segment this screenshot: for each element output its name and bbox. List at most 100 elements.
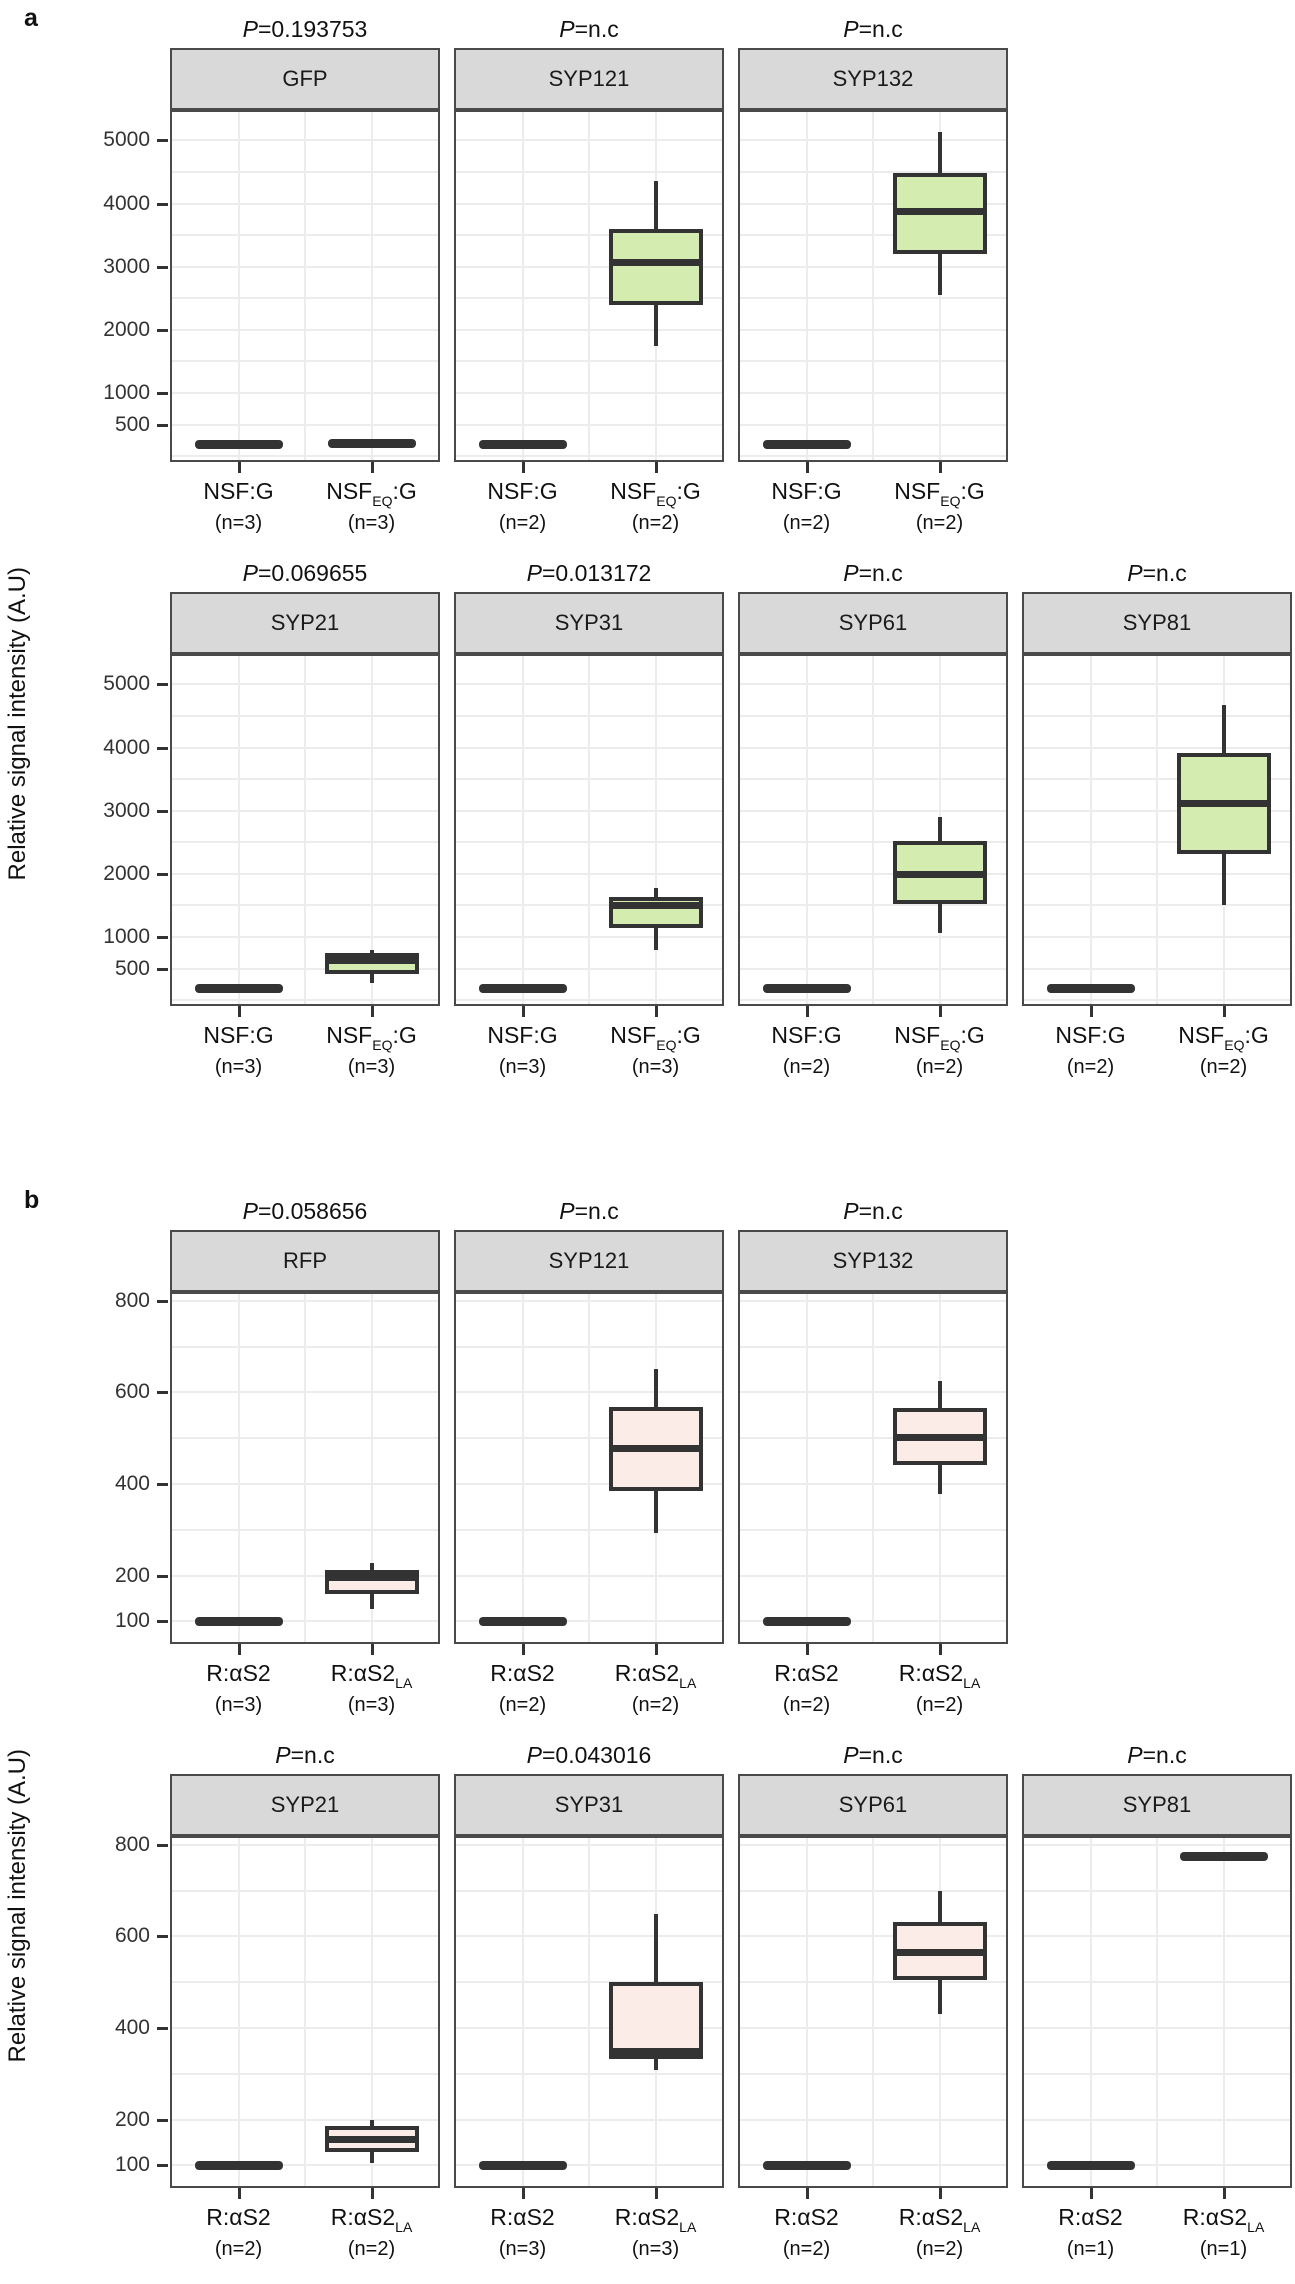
- boxplot-lower-whisker: [653, 927, 658, 951]
- strip-header: SYP21: [170, 592, 440, 654]
- x-tick-mark: [654, 462, 658, 473]
- sample-size-label: (n=3): [347, 512, 396, 534]
- y-tick-mark: [157, 392, 168, 396]
- gridline-vertical: [370, 112, 373, 460]
- gridline-vertical: [237, 1838, 240, 2186]
- p-value-label: P=0.043016: [526, 1742, 652, 1768]
- boxplot-box: [608, 896, 703, 928]
- boxplot-collapsed-line: [762, 440, 851, 450]
- x-tick-mark: [938, 1644, 942, 1655]
- y-tick-mark: [157, 2118, 168, 2122]
- x-category-label: NSF:G: [487, 1022, 558, 1048]
- x-category-label: NSFEQ:G: [326, 1022, 417, 1053]
- boxplot-collapsed-line: [194, 984, 283, 994]
- boxplot-lower-whisker: [653, 1490, 658, 1534]
- panel-letter-b: b: [24, 1186, 40, 1214]
- gridline-vertical: [872, 112, 874, 460]
- strip-title: RFP: [283, 1248, 327, 1273]
- strip-header: SYP81: [1022, 1774, 1292, 1836]
- strip-title: SYP132: [832, 1248, 914, 1273]
- gridline-vertical: [1089, 656, 1092, 1004]
- sample-size-label: (n=2): [915, 1694, 964, 1716]
- plot-area: [454, 110, 724, 462]
- strip-title: SYP132: [832, 66, 914, 91]
- y-tick-label: 500: [114, 956, 150, 980]
- x-tick-mark: [654, 1644, 658, 1655]
- sample-size-label: (n=2): [782, 2238, 831, 2260]
- x-category-label: NSFEQ:G: [610, 1022, 701, 1053]
- y-tick-mark: [157, 1935, 168, 1939]
- y-tick-mark: [157, 1620, 168, 1624]
- boxplot-upper-whisker: [1221, 704, 1226, 753]
- facet-syp121: P=n.c SYP121 R:αS2 (n=2) R:αS2LA (n=2): [454, 1196, 724, 1740]
- strip-header: SYP121: [454, 1230, 724, 1292]
- boxplot-lower-whisker: [653, 304, 658, 346]
- boxplot-lower-whisker: [369, 2151, 374, 2163]
- y-tick-label: 1000: [103, 381, 150, 405]
- panel-letter-a: a: [24, 4, 38, 32]
- sample-size-label: (n=2): [631, 512, 680, 534]
- sample-size-label: (n=2): [214, 2238, 263, 2260]
- p-value-label: P=n.c: [1127, 1742, 1187, 1768]
- facet-syp31: P=0.013172 SYP31 NSF:G (n=3) NSFEQ:G (n=3): [454, 558, 724, 1102]
- x-tick-mark: [370, 1006, 374, 1017]
- gridline-vertical: [521, 656, 524, 1004]
- boxplot-upper-whisker: [653, 887, 658, 897]
- boxplot-lower-whisker: [937, 904, 942, 934]
- y-tick-label: 800: [114, 1832, 150, 1856]
- facet-syp132: P=n.c SYP132 R:αS2 (n=2) R:αS2LA (n=2): [738, 1196, 1008, 1740]
- gridline-vertical: [805, 112, 808, 460]
- boxplot-lower-whisker: [937, 1464, 942, 1495]
- strip-header: RFP: [170, 1230, 440, 1292]
- boxplot-collapsed-line: [762, 1617, 851, 1627]
- facet-syp31: P=0.043016 SYP31 R:αS2 (n=3) R:αS2LA (n=3): [454, 1740, 724, 2284]
- facet-syp61: P=n.c SYP61 NSF:G (n=2) NSFEQ:G (n=2): [738, 558, 1008, 1102]
- p-value-label: P=n.c: [559, 16, 619, 42]
- boxplot-median: [608, 2047, 703, 2055]
- y-tick-mark: [157, 139, 168, 143]
- strip-header: SYP31: [454, 1774, 724, 1836]
- y-tick-label: 2000: [103, 317, 150, 341]
- plot-area: [170, 1292, 440, 1644]
- boxplot-collapsed-line: [194, 1617, 283, 1627]
- gridline-vertical: [304, 112, 306, 460]
- sample-size-label: (n=1): [1066, 2238, 1115, 2260]
- boxplot-median: [892, 1949, 987, 1957]
- boxplot-median: [324, 957, 419, 965]
- strip-title: SYP61: [838, 1792, 908, 1817]
- y-tick-label: 4000: [103, 191, 150, 215]
- x-category-label: NSFEQ:G: [610, 478, 701, 509]
- y-tick-label: 100: [114, 1609, 150, 1633]
- x-category-label: R:αS2: [206, 1660, 271, 1686]
- gridline-vertical: [588, 1838, 590, 2186]
- y-tick-mark: [157, 1574, 168, 1578]
- figure-panel-a: a Relative signal intensity (A.U) 500 1000 2…: [0, 4, 1295, 1102]
- strip-header: SYP31: [454, 592, 724, 654]
- y-tick-mark: [157, 328, 168, 332]
- p-value-label: P=n.c: [843, 1742, 903, 1768]
- gridline-vertical: [237, 1294, 240, 1642]
- gridline-vertical: [370, 1294, 373, 1642]
- p-value-label: P=0.193753: [242, 16, 368, 42]
- x-tick-mark: [805, 1006, 809, 1017]
- x-category-label: R:αS2LA: [614, 1660, 697, 1691]
- x-tick-mark: [1089, 1006, 1093, 1017]
- x-category-label: NSFEQ:G: [1178, 1022, 1269, 1053]
- gridline-vertical: [1089, 1838, 1092, 2186]
- gridline-vertical: [237, 656, 240, 1004]
- sample-size-label: (n=3): [631, 1056, 680, 1078]
- sample-size-label: (n=2): [631, 1694, 680, 1716]
- facet-syp21: P=n.c SYP21 R:αS2 (n=2) R:αS2LA (n=2): [170, 1740, 440, 2284]
- p-value-label: P=0.058656: [242, 1198, 368, 1224]
- boxplot-lower-whisker: [369, 973, 374, 983]
- y-tick-mark: [157, 202, 168, 206]
- x-tick-mark: [237, 1006, 241, 1017]
- sample-size-label: (n=2): [1066, 1056, 1115, 1078]
- x-tick-mark: [521, 2188, 525, 2199]
- x-tick-mark: [370, 1644, 374, 1655]
- gridline-vertical: [304, 1838, 306, 2186]
- sample-size-label: (n=3): [347, 1056, 396, 1078]
- x-category-label: R:αS2LA: [1182, 2204, 1265, 2235]
- boxplot-upper-whisker: [369, 2119, 374, 2126]
- gridline-vertical: [805, 1294, 808, 1642]
